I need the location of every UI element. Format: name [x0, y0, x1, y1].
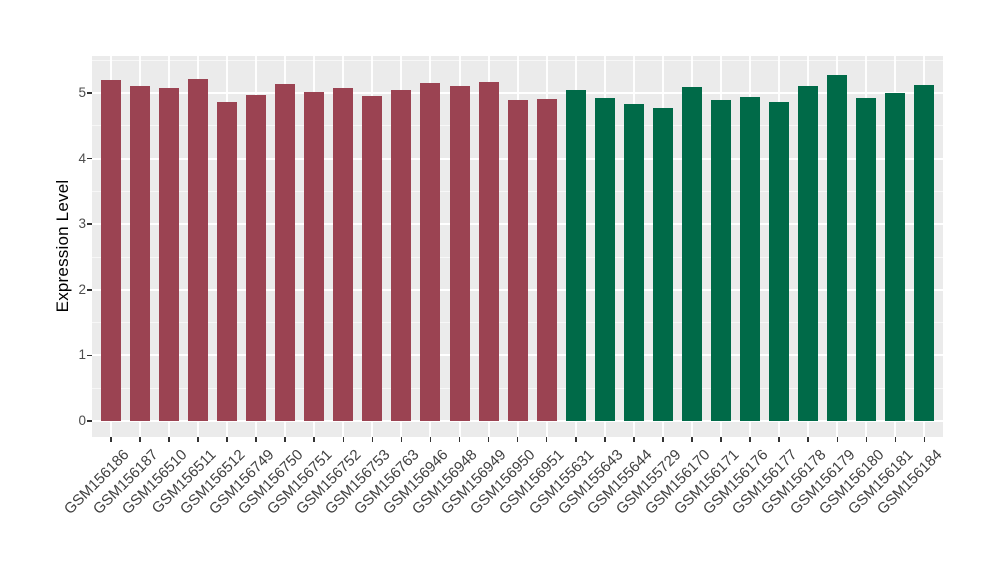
bar [623, 103, 644, 421]
x-tick-mark [400, 437, 403, 442]
plot-panel [92, 56, 943, 437]
x-tick-mark [342, 437, 345, 442]
y-tick-mark [87, 289, 92, 291]
bar [594, 98, 615, 421]
bar [856, 98, 877, 421]
x-tick-mark [575, 437, 577, 442]
bar [769, 101, 790, 421]
bar [711, 100, 732, 421]
bar [449, 85, 470, 421]
x-tick-mark [604, 437, 606, 442]
x-tick-mark [110, 437, 112, 442]
bar [333, 88, 354, 421]
x-tick-mark [168, 437, 170, 442]
y-tick-mark [87, 223, 92, 225]
bar [158, 88, 179, 421]
bar [740, 96, 761, 421]
x-tick-mark [633, 437, 635, 442]
x-tick-mark [284, 437, 286, 442]
y-tick-mark [87, 420, 92, 422]
bar [275, 84, 296, 421]
x-tick-mark [487, 437, 490, 442]
bar [914, 85, 935, 421]
bar [100, 79, 121, 421]
bar [565, 89, 586, 421]
x-tick-mark [458, 437, 461, 442]
bar [798, 85, 819, 421]
x-tick-mark [923, 437, 926, 442]
x-tick-mark [516, 437, 519, 442]
bar [507, 99, 528, 421]
bar [420, 83, 441, 421]
x-tick-mark [778, 437, 780, 442]
x-tick-mark [139, 437, 141, 442]
bar [652, 108, 673, 421]
bar [304, 91, 325, 421]
x-tick-mark [429, 437, 432, 442]
y-tick-mark [87, 157, 92, 160]
x-tick-mark [720, 437, 722, 442]
x-tick-mark [691, 437, 693, 442]
y-tick-label: 0 [78, 413, 86, 428]
x-tick-mark [865, 437, 868, 442]
x-tick-mark [226, 437, 228, 442]
x-tick-mark [313, 437, 315, 442]
x-tick-mark [662, 437, 664, 442]
bar [187, 78, 208, 421]
bar [536, 98, 557, 421]
y-tick-mark [87, 92, 92, 94]
bar [478, 81, 499, 421]
x-tick-mark [894, 437, 897, 442]
y-tick-mark [87, 354, 92, 357]
x-tick-mark [197, 437, 199, 442]
y-tick-label: 1 [78, 347, 86, 363]
bar [682, 87, 702, 421]
x-tick-mark [807, 437, 809, 442]
y-tick-label: 3 [78, 216, 86, 232]
x-tick-mark [545, 437, 548, 442]
x-tick-mark [749, 437, 751, 442]
x-tick-mark [371, 437, 374, 442]
y-tick-label: 2 [78, 281, 86, 297]
y-tick-label: 5 [78, 85, 86, 100]
bar [885, 93, 906, 421]
bar [129, 85, 150, 421]
bar [362, 96, 383, 421]
bar [827, 75, 848, 421]
bar [391, 89, 412, 421]
x-tick-mark [836, 437, 839, 442]
y-tick-label: 4 [78, 150, 86, 166]
bar [246, 94, 267, 421]
x-axis-labels: GSM156186 GSM156187 GSM156510 GSM156511 GSM1… [61, 446, 946, 572]
x-tick-mark [255, 437, 257, 442]
bar [217, 101, 238, 421]
